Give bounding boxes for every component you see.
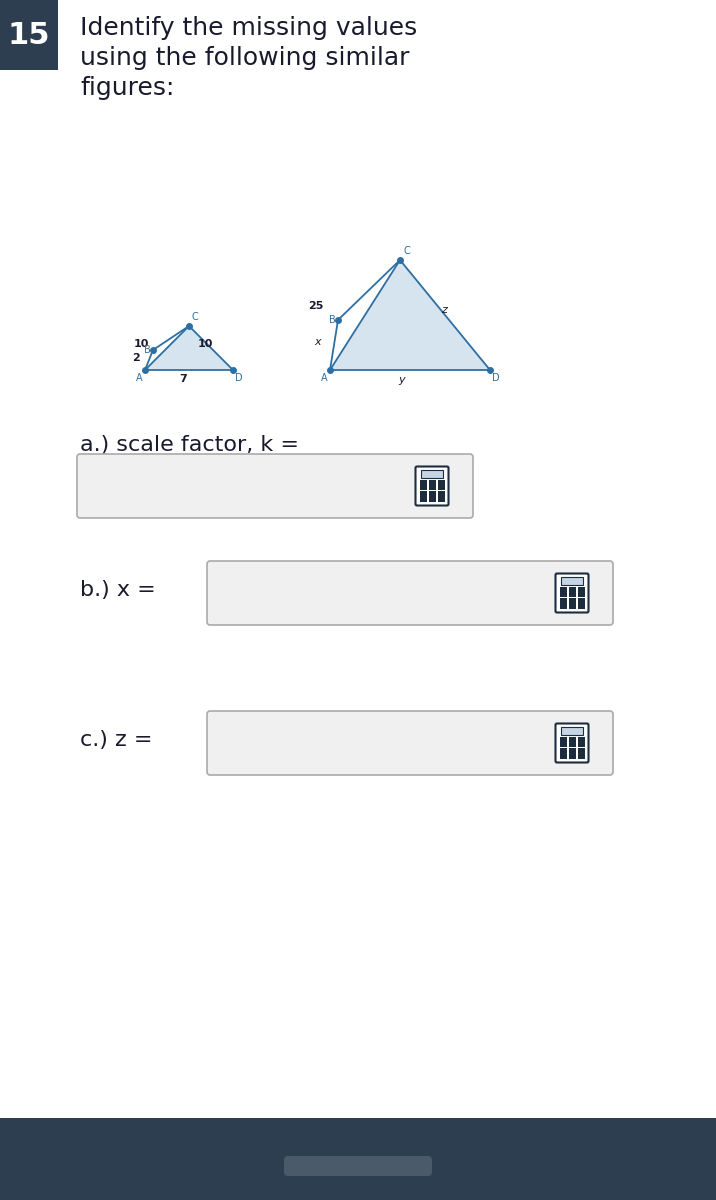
FancyBboxPatch shape — [561, 754, 567, 758]
FancyBboxPatch shape — [561, 587, 567, 592]
FancyBboxPatch shape — [430, 485, 436, 491]
FancyBboxPatch shape — [561, 742, 567, 748]
FancyBboxPatch shape — [569, 604, 576, 608]
Text: y: y — [399, 374, 405, 385]
FancyBboxPatch shape — [579, 754, 585, 758]
FancyBboxPatch shape — [420, 497, 427, 502]
FancyBboxPatch shape — [415, 467, 448, 505]
Text: C: C — [192, 312, 199, 322]
Text: D: D — [492, 373, 500, 383]
FancyBboxPatch shape — [579, 604, 585, 608]
FancyBboxPatch shape — [438, 480, 445, 485]
FancyBboxPatch shape — [569, 598, 576, 604]
FancyBboxPatch shape — [438, 485, 445, 491]
FancyBboxPatch shape — [430, 497, 436, 502]
FancyBboxPatch shape — [438, 497, 445, 502]
FancyBboxPatch shape — [438, 491, 445, 496]
FancyBboxPatch shape — [561, 737, 567, 742]
FancyBboxPatch shape — [561, 577, 584, 586]
Text: 10: 10 — [133, 338, 149, 349]
FancyBboxPatch shape — [579, 587, 585, 592]
FancyBboxPatch shape — [561, 592, 567, 598]
Text: A: A — [321, 373, 328, 383]
FancyBboxPatch shape — [556, 574, 589, 612]
Text: B: B — [329, 314, 336, 325]
FancyBboxPatch shape — [561, 748, 567, 754]
Text: using the following similar: using the following similar — [80, 46, 410, 70]
FancyBboxPatch shape — [561, 604, 567, 608]
FancyBboxPatch shape — [569, 754, 576, 758]
FancyBboxPatch shape — [207, 560, 613, 625]
Text: a.) scale factor, k =: a.) scale factor, k = — [80, 434, 299, 455]
FancyBboxPatch shape — [579, 598, 585, 604]
Text: B: B — [144, 346, 151, 355]
FancyBboxPatch shape — [579, 592, 585, 598]
FancyBboxPatch shape — [579, 748, 585, 754]
Text: D: D — [235, 373, 243, 383]
FancyBboxPatch shape — [569, 737, 576, 742]
FancyBboxPatch shape — [569, 592, 576, 598]
FancyBboxPatch shape — [561, 727, 584, 736]
FancyBboxPatch shape — [421, 470, 443, 479]
FancyBboxPatch shape — [561, 598, 567, 604]
FancyBboxPatch shape — [430, 480, 436, 485]
Text: figures:: figures: — [80, 76, 175, 100]
FancyBboxPatch shape — [0, 1118, 716, 1200]
FancyBboxPatch shape — [0, 0, 58, 70]
FancyBboxPatch shape — [569, 587, 576, 592]
Text: C: C — [403, 246, 410, 256]
FancyBboxPatch shape — [579, 742, 585, 748]
FancyBboxPatch shape — [420, 491, 427, 496]
Text: Identify the missing values: Identify the missing values — [80, 16, 417, 40]
FancyBboxPatch shape — [579, 737, 585, 742]
Text: z: z — [441, 305, 447, 314]
Text: b.) x =: b.) x = — [80, 580, 156, 600]
FancyBboxPatch shape — [284, 1156, 432, 1176]
Text: 15: 15 — [8, 20, 50, 49]
Text: c.) z =: c.) z = — [80, 730, 153, 750]
FancyBboxPatch shape — [569, 742, 576, 748]
Text: A: A — [136, 373, 143, 383]
Text: 2: 2 — [132, 353, 140, 362]
FancyBboxPatch shape — [430, 491, 436, 496]
Polygon shape — [330, 260, 490, 370]
FancyBboxPatch shape — [556, 724, 589, 762]
Text: 7: 7 — [179, 374, 187, 384]
FancyBboxPatch shape — [569, 748, 576, 754]
FancyBboxPatch shape — [207, 710, 613, 775]
FancyBboxPatch shape — [420, 480, 427, 485]
Text: 10: 10 — [198, 338, 213, 349]
FancyBboxPatch shape — [420, 485, 427, 491]
Text: 25: 25 — [309, 301, 324, 311]
Text: x: x — [315, 337, 321, 347]
Polygon shape — [145, 326, 233, 370]
FancyBboxPatch shape — [77, 454, 473, 518]
